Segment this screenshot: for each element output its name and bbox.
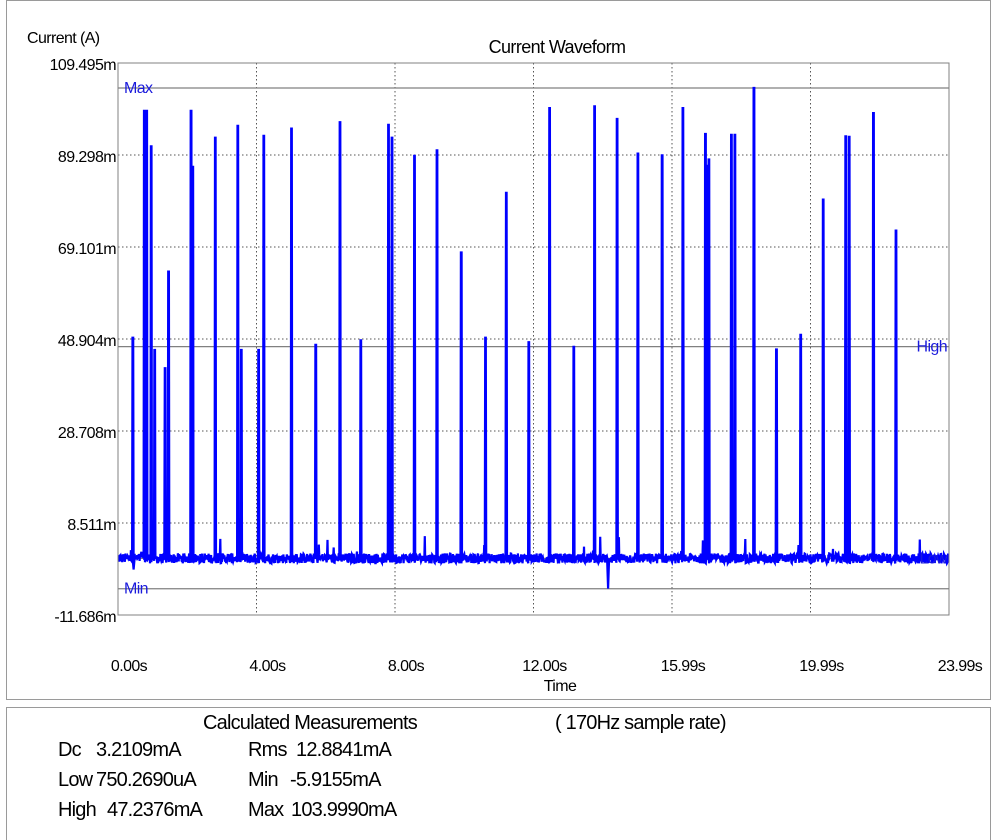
chart-title: Current Waveform — [489, 37, 626, 57]
series-line-current — [117, 86, 950, 589]
x-tick-label: 4.00s — [249, 658, 286, 675]
min-value: -5.9155mA — [290, 769, 381, 791]
x-tick-label: 19.99s — [799, 658, 844, 675]
y-tick-label: 89.298m — [58, 149, 116, 166]
marker-label-high: High — [916, 339, 947, 356]
x-tick-label: 23.99s — [938, 658, 983, 675]
dc-value: 3.2109mA — [96, 739, 182, 761]
y-tick-label: 28.708m — [58, 425, 116, 442]
y-tick-label: -11.686m — [54, 609, 116, 626]
min-label: Min — [248, 769, 279, 791]
high-value: 47.2376mA — [107, 799, 203, 821]
x-tick-label: 12.00s — [522, 658, 567, 675]
x-tick-label: 8.00s — [388, 658, 425, 675]
chart-panel: 109.495m 89.298m 69.101m 48.904m 28.708m 8.51… — [6, 0, 991, 700]
y-axis-label: Current (A) — [27, 30, 100, 47]
low-label: Low — [58, 769, 93, 791]
grid-layer — [118, 63, 949, 615]
label-layer: 109.495m 89.298m 69.101m 48.904m 28.708m 8.51… — [27, 30, 983, 695]
measurements-title: Calculated Measurements — [203, 712, 418, 734]
marker-label-min: Min — [124, 581, 148, 598]
high-label: High — [58, 799, 97, 821]
y-tick-label: 69.101m — [58, 241, 116, 258]
x-tick-label: 15.99s — [661, 658, 706, 675]
rms-value: 12.8841mA — [296, 739, 392, 761]
measurements-panel: Calculated Measurements ( 170Hz sample r… — [6, 707, 991, 840]
x-tick-label: 0.00s — [111, 658, 148, 675]
dc-label: Dc — [58, 739, 82, 761]
y-tick-label: 109.495m — [50, 57, 117, 74]
max-value: 103.9990mA — [291, 799, 397, 821]
max-label: Max — [248, 799, 284, 821]
y-tick-label: 48.904m — [58, 333, 116, 350]
marker-label-max: Max — [124, 80, 153, 97]
x-axis-label: Time — [544, 678, 577, 695]
marker-label-low: Low — [919, 550, 948, 567]
y-tick-label: 8.511m — [67, 517, 116, 534]
rms-label: Rms — [248, 739, 288, 761]
plot-frame — [117, 62, 950, 616]
sample-rate-label: ( 170Hz sample rate) — [555, 712, 727, 734]
current-waveform-chart: 109.495m 89.298m 69.101m 48.904m 28.708m 8.51… — [27, 30, 983, 695]
low-value: 750.2690uA — [96, 769, 197, 791]
